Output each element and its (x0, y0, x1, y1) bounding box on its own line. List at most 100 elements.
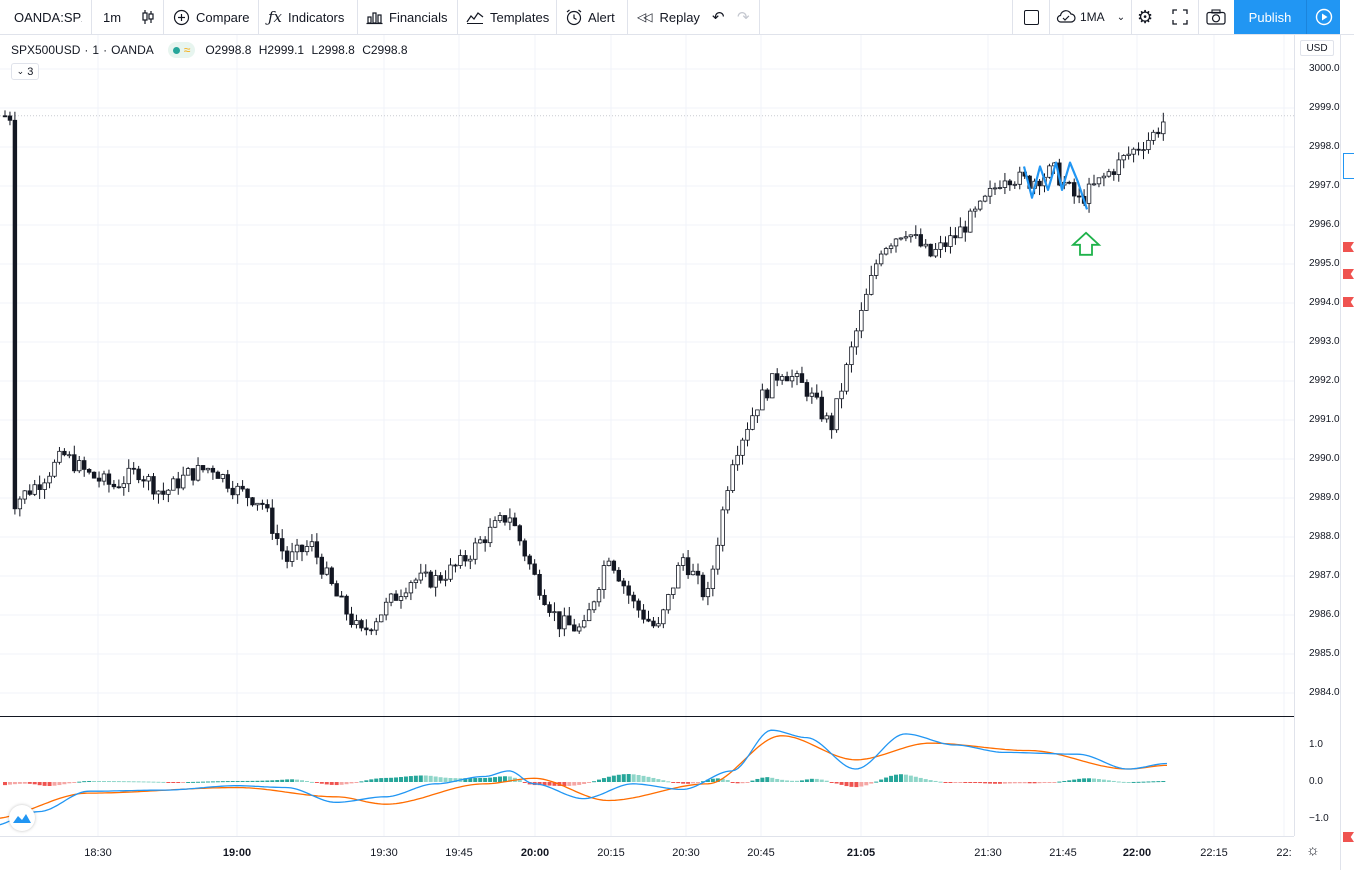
candle-body (997, 187, 1003, 189)
histogram-bar (433, 776, 438, 782)
camera-icon (1206, 9, 1226, 25)
histogram-bar (1131, 781, 1136, 783)
histogram-bar (775, 778, 780, 782)
candle-body (586, 609, 592, 622)
currency-badge[interactable]: USD (1300, 40, 1334, 56)
candle (656, 616, 661, 628)
templates-button[interactable]: Templates (466, 0, 549, 34)
symbol-search-button[interactable]: OANDA:SPX (14, 0, 82, 34)
histogram-bar (344, 782, 349, 785)
time-axis[interactable]: 18:30 19:00 19:30 19:45 20:00 20:15 20:30 20:45… (0, 836, 1294, 870)
histogram-bar (606, 776, 611, 782)
chart-type-button[interactable] (140, 0, 156, 34)
legend-symbol[interactable]: SPX500USD (11, 43, 81, 57)
macd-pane[interactable] (0, 717, 1294, 836)
price-tick-label: 2992.0 (1309, 375, 1340, 386)
candle-body (101, 473, 107, 482)
redo-button[interactable]: ↷ (737, 0, 750, 34)
chart-settings-gear-icon[interactable]: ☼ (1306, 842, 1320, 859)
select-layout-button[interactable] (1024, 0, 1039, 34)
histogram-bar (235, 780, 240, 782)
candle-body (878, 253, 884, 265)
candle (1091, 174, 1097, 186)
histogram-bar (968, 782, 973, 783)
candle (171, 476, 176, 491)
candle-body (1047, 165, 1052, 178)
layout-save-button[interactable]: 1MA ⌄ (1056, 0, 1125, 34)
histogram-bar (102, 781, 106, 783)
candle (804, 379, 810, 402)
histogram-bar (403, 776, 408, 782)
histogram-bar (1042, 782, 1047, 783)
interval-button[interactable]: 1m (103, 0, 121, 34)
indicators-button[interactable]: ƒx Indicators (268, 0, 344, 34)
candle (789, 369, 795, 388)
candle-body (903, 236, 909, 239)
candle (725, 486, 730, 514)
candle (903, 230, 909, 242)
histogram-bar (676, 782, 681, 784)
price-tick-label: 2998.0 (1309, 141, 1340, 152)
event-flag-icon[interactable] (1343, 297, 1354, 307)
histogram-bar (993, 782, 997, 784)
candle-body (344, 595, 349, 615)
candle (255, 502, 260, 511)
undo-button[interactable]: ↶ (712, 0, 725, 34)
price-scale[interactable]: 3000.0 2999.0 2998.0 2997.0 2996.0 2995.0 2994… (1294, 35, 1340, 836)
legend-collapse-button[interactable]: ⌄ 3 (11, 63, 39, 80)
alert-button[interactable]: Alert (565, 0, 615, 34)
histogram-bar (260, 780, 265, 782)
financials-button[interactable]: Financials (366, 0, 448, 34)
compare-button[interactable]: Compare (173, 0, 249, 34)
pane-separator[interactable] (0, 716, 1294, 717)
event-flag-icon[interactable] (1343, 269, 1354, 279)
candle (458, 549, 463, 569)
replay-button[interactable]: ◁◁ Replay (637, 0, 700, 34)
publish-button[interactable]: Publish (1234, 0, 1306, 34)
settings-button[interactable]: ⚙ (1137, 0, 1153, 34)
histogram-bar (834, 782, 839, 784)
histogram-bar (488, 777, 493, 782)
snapshot-button[interactable] (1206, 0, 1226, 34)
candle (527, 553, 532, 570)
histogram-bar (1156, 781, 1161, 783)
candle-body (91, 471, 97, 479)
histogram-bar (255, 780, 260, 782)
histogram-bar (894, 774, 898, 782)
tradingview-logo[interactable] (9, 805, 35, 831)
candle (200, 464, 206, 473)
candle-body (433, 575, 438, 588)
play-button[interactable] (1306, 0, 1340, 34)
candle-body (146, 476, 151, 482)
candle (671, 587, 676, 599)
histogram-bar (220, 781, 225, 783)
candle-body (789, 376, 795, 382)
candle-body (700, 574, 706, 598)
histogram-bar (1057, 781, 1062, 783)
event-flag-icon[interactable] (1343, 832, 1354, 842)
price-chart[interactable] (0, 35, 1294, 716)
market-status-badge[interactable]: ≈ (167, 42, 196, 58)
candle-body (279, 538, 285, 552)
candle-body (581, 620, 587, 628)
event-flag-icon[interactable] (1343, 242, 1354, 252)
candle-body (413, 579, 419, 584)
fullscreen-button[interactable] (1172, 0, 1188, 34)
histogram-bar (408, 776, 413, 782)
histogram-bar (1062, 780, 1067, 782)
indicators-label: Indicators (288, 9, 345, 25)
histogram-bar (146, 781, 151, 783)
candle-body (156, 490, 161, 495)
candle (987, 180, 993, 205)
candle (928, 243, 933, 258)
price-tick-label: 2994.0 (1309, 297, 1340, 308)
candle-body (304, 546, 310, 553)
candle (62, 448, 67, 457)
candle-body (953, 235, 958, 239)
histogram-bar (493, 777, 498, 782)
candle (779, 374, 785, 385)
candle-body (1012, 183, 1017, 186)
candle (349, 606, 354, 628)
candle-body (438, 575, 443, 581)
histogram-bar (903, 774, 908, 782)
